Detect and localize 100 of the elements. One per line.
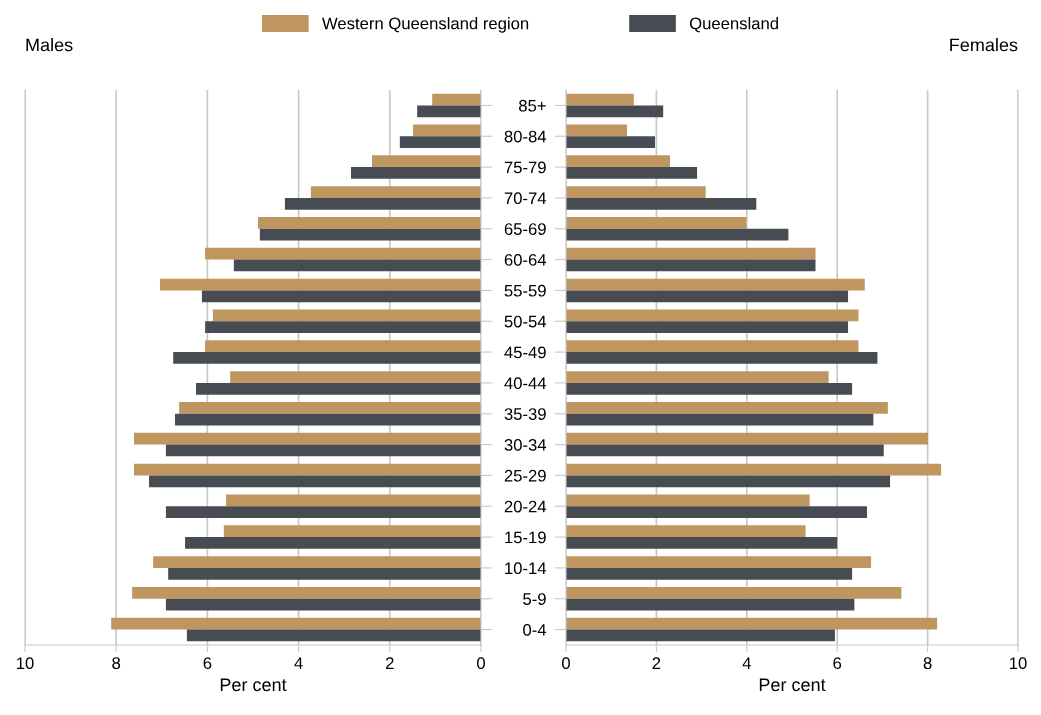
bar — [566, 567, 853, 580]
bar — [566, 432, 929, 445]
bar — [566, 155, 670, 168]
bar — [566, 371, 829, 383]
x-tick-label: 8 — [923, 657, 932, 670]
bar — [223, 525, 481, 538]
bar — [566, 587, 902, 599]
bar — [566, 124, 628, 137]
x-tick-label: 4 — [294, 657, 303, 669]
bar — [566, 537, 838, 549]
bar — [149, 475, 481, 488]
x-axis-title: Per cent — [220, 678, 287, 692]
y-tick-label: 30-34 — [504, 438, 547, 451]
bar — [173, 352, 481, 364]
bar — [566, 463, 942, 476]
bar — [201, 290, 481, 303]
bar — [566, 167, 698, 179]
bar — [566, 309, 859, 322]
x-tick-label: 0 — [477, 657, 485, 670]
bar — [566, 629, 835, 642]
bar — [233, 259, 481, 272]
bar — [133, 463, 481, 476]
x-tick-label: 10 — [17, 657, 34, 670]
bar — [205, 321, 481, 333]
bar — [153, 556, 481, 568]
y-tick-label: 80-84 — [504, 130, 547, 143]
x-tick-label: 10 — [1010, 657, 1027, 670]
bar — [566, 321, 849, 333]
bar — [417, 105, 481, 118]
bar — [566, 352, 878, 364]
bar — [133, 432, 481, 445]
bar — [372, 155, 481, 168]
bar — [226, 494, 481, 507]
bar — [566, 444, 884, 457]
bar — [566, 402, 888, 414]
bar — [205, 247, 481, 260]
x-tick-label: 6 — [833, 657, 842, 670]
bar — [212, 309, 481, 322]
bar — [566, 290, 849, 303]
x-tick-label: 6 — [203, 657, 212, 670]
bar — [566, 340, 859, 353]
bar — [205, 340, 481, 353]
x-tick-label: 2 — [652, 657, 661, 669]
bar — [566, 105, 664, 118]
bar — [566, 413, 874, 426]
y-tick-label: 55-59 — [504, 284, 546, 297]
bar — [566, 93, 634, 106]
bar — [566, 598, 855, 611]
bar — [165, 506, 481, 518]
bar — [566, 556, 872, 568]
bar — [230, 371, 481, 383]
legend-label: Western Queensland region — [322, 17, 529, 33]
bar — [399, 136, 481, 148]
bar — [566, 136, 656, 148]
y-tick-label: 40-44 — [504, 377, 547, 390]
bar — [566, 259, 816, 272]
bar — [111, 617, 481, 630]
y-tick-label: 45-49 — [504, 346, 546, 359]
bar — [186, 629, 481, 642]
y-tick-label: 10-14 — [505, 562, 547, 575]
bar — [284, 197, 481, 210]
y-tick-label: 35-39 — [504, 408, 546, 420]
y-tick-label: 50-54 — [504, 315, 547, 328]
bar — [566, 278, 865, 291]
x-tick-label: 4 — [742, 657, 751, 669]
x-tick-label: 0 — [562, 657, 570, 670]
x-tick-label: 8 — [112, 657, 121, 670]
chart-title: Females — [950, 38, 1018, 52]
bar — [351, 167, 481, 179]
x-tick-label: 2 — [386, 657, 394, 669]
bar — [179, 402, 481, 414]
bar — [566, 506, 868, 518]
y-tick-label: 25-29 — [504, 469, 546, 482]
bar — [168, 567, 481, 580]
bar — [566, 186, 706, 198]
bar — [258, 217, 481, 229]
bar — [159, 278, 481, 291]
bar — [566, 494, 810, 507]
y-tick-label: 85+ — [519, 99, 546, 112]
bar — [413, 124, 481, 137]
bar — [566, 197, 757, 210]
x-axis-title: Per cent — [759, 678, 826, 692]
y-tick-label: 20-24 — [504, 500, 547, 513]
bar — [566, 228, 789, 241]
bar — [310, 186, 481, 198]
y-tick-label: 75-79 — [504, 161, 546, 174]
y-tick-label: 5-9 — [523, 593, 546, 605]
bar — [432, 93, 481, 106]
y-tick-label: 0-4 — [523, 623, 547, 636]
y-tick-label: 15-19 — [505, 531, 546, 544]
chart-title: Males — [26, 38, 73, 52]
y-tick-label: 65-69 — [504, 223, 546, 235]
bar — [132, 587, 481, 599]
bar — [566, 617, 938, 630]
bar — [566, 382, 853, 395]
legend-label: Queensland — [689, 17, 778, 33]
bar — [566, 217, 747, 229]
y-tick-label: 70-74 — [504, 192, 547, 205]
bar — [566, 475, 891, 488]
bar — [185, 537, 481, 549]
